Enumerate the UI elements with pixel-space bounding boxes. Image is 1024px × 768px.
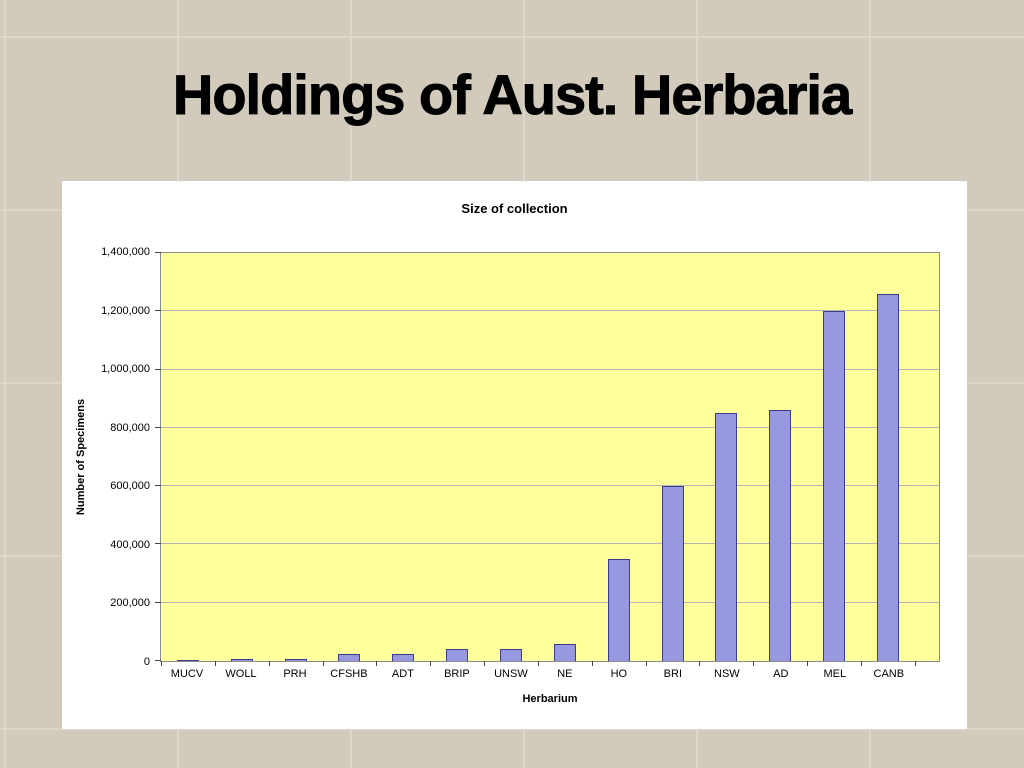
x-tick-label: WOLL [225, 668, 257, 680]
bar-ne [553, 643, 576, 661]
bar-series [161, 253, 939, 661]
x-tick-label: ADT [391, 668, 414, 680]
bar-cell [699, 253, 753, 661]
gridline [161, 426, 939, 428]
bar-ad [769, 410, 792, 661]
y-axis-title: Number of Specimens [75, 398, 88, 516]
x-tick-mark [591, 661, 593, 666]
bar-unsw [499, 649, 522, 661]
x-tick-label: HO [610, 668, 628, 680]
x-tick-mark [161, 661, 162, 666]
y-tick-mark [155, 368, 161, 370]
bar-nsw [715, 413, 738, 661]
bar-cell [646, 253, 700, 661]
bar-cell [861, 253, 915, 661]
x-tick-mark [322, 661, 324, 666]
x-tick-mark [699, 661, 701, 666]
bar-bri [661, 486, 684, 661]
bar-cell [753, 253, 807, 661]
x-tick-mark [376, 661, 378, 666]
y-tick-mark [155, 426, 161, 428]
x-tick-mark [807, 661, 809, 666]
y-tick-label: 1,400,000 [101, 246, 150, 258]
bar-ho [607, 559, 630, 661]
x-tick-label: CANB [873, 668, 905, 680]
bar-cfshb [338, 653, 361, 661]
y-tick-label: 0 [143, 656, 150, 668]
y-tick-mark [155, 485, 161, 487]
x-tick-mark [860, 661, 862, 666]
bar-adt [392, 653, 415, 661]
y-axis-tick-labels: 0 200,000 400,000 600,000 800,000 1,000,000 1,… [90, 246, 156, 668]
y-tick-mark [155, 660, 161, 661]
bar-mucv [176, 659, 199, 661]
y-tick-label: 400,000 [110, 538, 150, 551]
x-tick-mark [484, 661, 486, 666]
x-tick-label: BRIP [444, 668, 470, 680]
bar-cell [376, 253, 430, 661]
y-tick-label: 200,000 [110, 597, 150, 610]
y-tick-label: 600,000 [110, 480, 150, 493]
y-axis-title-wrap: Number of Specimens [72, 252, 90, 662]
x-tick-label: NSW [714, 668, 740, 680]
x-tick-mark [268, 661, 270, 666]
bar-cell [161, 253, 215, 661]
x-tick-mark [214, 661, 216, 666]
bar-cell [807, 253, 861, 661]
bar-canb [876, 293, 899, 661]
bar-cell [484, 253, 538, 661]
y-tick-mark [155, 543, 161, 545]
x-tick-label: MUCV [170, 668, 204, 680]
x-tick-label: UNSW [494, 668, 528, 680]
x-tick-mark [753, 661, 755, 666]
x-tick-mark [537, 661, 539, 666]
x-tick-mark [914, 661, 916, 666]
y-tick-label: 1,000,000 [101, 363, 150, 376]
x-tick-label: CFSHB [330, 668, 368, 680]
slide-title: Holdings of Aust. Herbaria [172, 63, 852, 127]
y-tick-label: 800,000 [110, 421, 150, 434]
gridline [161, 601, 939, 603]
chart-panel: Size of collection Number of Specimens 0… [62, 181, 967, 729]
bar-mel [823, 311, 846, 661]
x-axis-labels: MUCV WOLL PRH CFSHB ADT BRIP UNSW NE HO BRI NSW AD M… [160, 668, 940, 680]
bar-cell [592, 253, 646, 661]
gridline [161, 485, 939, 487]
bar-prh [284, 658, 307, 661]
x-tick-mark [645, 661, 647, 666]
x-tick-mark [430, 661, 432, 666]
gridline [161, 543, 939, 545]
x-tick-label: BRI [663, 668, 683, 680]
x-axis-title: Herbarium [522, 693, 578, 705]
x-tick-label: MEL [823, 668, 847, 680]
x-tick-label: PRH [283, 668, 307, 680]
y-tick-label: 1,200,000 [101, 304, 150, 317]
chart-title: Size of collection [461, 201, 568, 216]
y-tick-mark [155, 252, 161, 253]
x-tick-label: AD [773, 668, 789, 680]
y-tick-mark [155, 601, 161, 603]
bar-brip [446, 649, 469, 661]
bar-cell [538, 253, 592, 661]
gridline [161, 310, 939, 312]
plot-area [155, 252, 940, 666]
x-tick-label: NE [557, 668, 573, 680]
bar-cell [269, 253, 323, 661]
gridline [161, 368, 939, 370]
bar-cell [430, 253, 484, 661]
bar-woll [230, 658, 253, 661]
y-tick-mark [155, 310, 161, 312]
xlabels-right-spacer [916, 668, 940, 680]
bar-cell [215, 253, 269, 661]
bar-cell [323, 253, 377, 661]
